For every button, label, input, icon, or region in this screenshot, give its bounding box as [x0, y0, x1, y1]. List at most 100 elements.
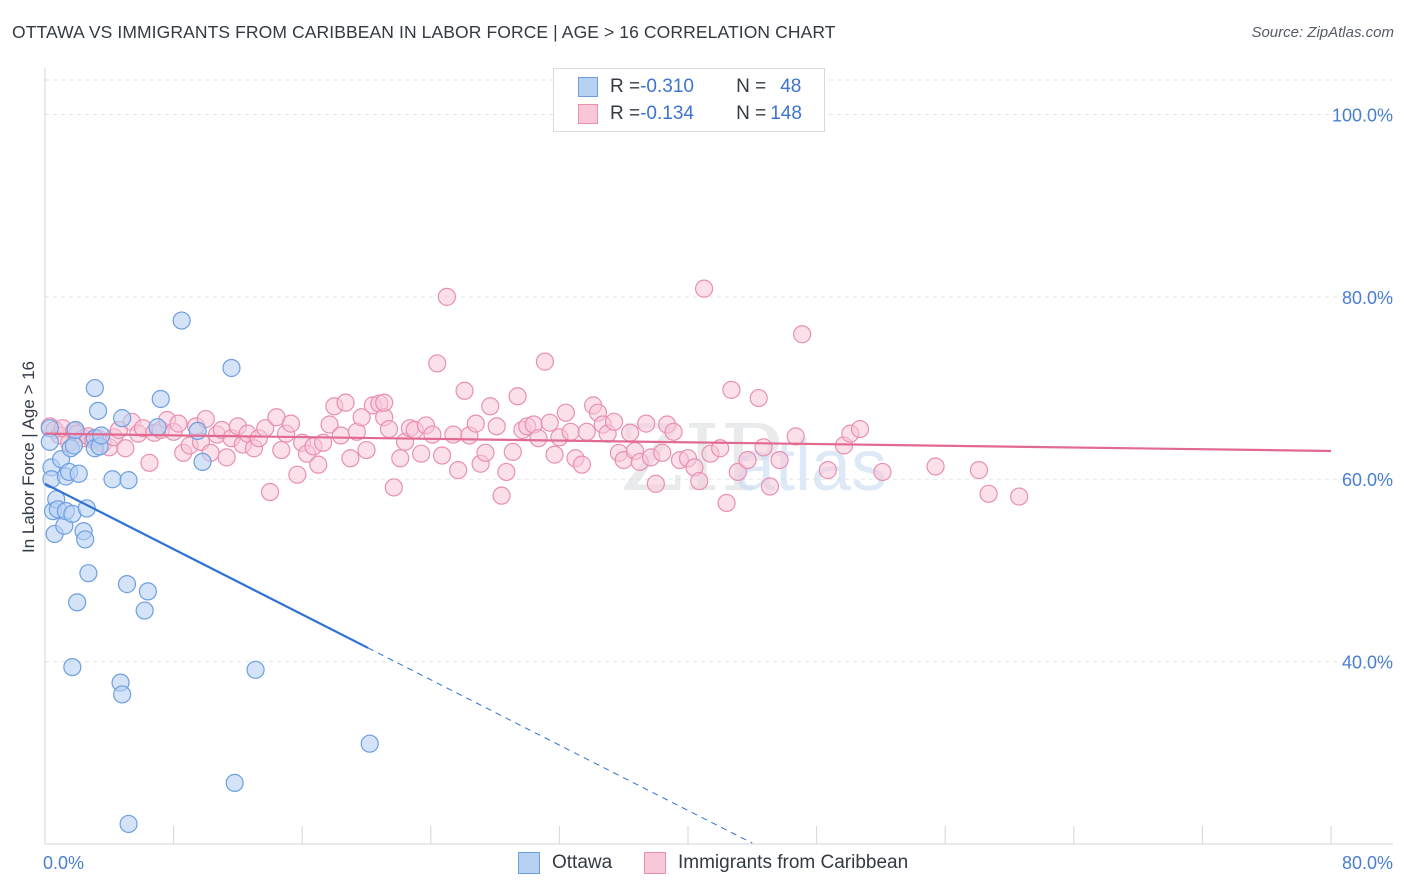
caribbean-point [604, 412, 624, 431]
caribbean-point [969, 461, 989, 480]
caribbean-point [653, 443, 672, 462]
caribbean-point [444, 425, 463, 444]
caribbean-point [873, 462, 892, 482]
gridlines [45, 79, 1393, 663]
caribbean-point [412, 444, 431, 463]
caribbean-point [352, 408, 371, 427]
axes [44, 68, 1393, 845]
caribbean-point [529, 429, 548, 448]
ottawa-point [148, 418, 167, 437]
caribbean-point [375, 393, 394, 412]
n-value: 148 [770, 103, 802, 124]
caribbean-point [481, 397, 500, 416]
caribbean-point [717, 493, 736, 513]
ottawa-point [360, 734, 379, 753]
caribbean-point [738, 450, 757, 470]
legend-caribbean: Immigrants from Caribbean [644, 852, 908, 874]
ottawa-point [119, 471, 138, 490]
caribbean-point [169, 414, 188, 433]
caribbean-point [926, 457, 945, 476]
ottawa-point [135, 601, 154, 620]
ottawa-point [40, 432, 59, 451]
legend-row-caribbean: R = -0.134 N = 148 [578, 103, 802, 125]
y-tick-label: 60.0% [1342, 470, 1393, 490]
caribbean-point [749, 388, 768, 408]
caribbean-point [646, 474, 665, 493]
caribbean-point [545, 445, 564, 464]
r-value: -0.134 [640, 103, 694, 124]
n-value: 48 [780, 76, 802, 97]
source-label: Source: ZipAtlas.com [1251, 24, 1394, 41]
ottawa-point [151, 389, 170, 409]
y-tick-label: 80.0% [1342, 288, 1393, 308]
x-tick-label: 0.0% [43, 853, 84, 873]
ottawa-point [66, 420, 85, 440]
caribbean-point [357, 440, 376, 460]
ottawa-point [76, 530, 95, 549]
caribbean-point [341, 449, 360, 468]
caribbean-point [428, 354, 447, 373]
caribbean-point [760, 477, 780, 496]
trendlines [44, 432, 1332, 844]
caribbean-point [535, 352, 555, 371]
caribbean-point [288, 465, 307, 484]
ottawa-point [138, 582, 157, 601]
ottawa-point [69, 464, 88, 483]
legend-row-ottawa: R = -0.310 N = 48 [578, 76, 801, 98]
caribbean-point [694, 279, 714, 298]
r-value: -0.310 [640, 76, 694, 97]
ottawa-point [222, 358, 241, 378]
caribbean-point [432, 446, 452, 465]
caribbean-point [116, 439, 135, 458]
ottawa-point [103, 470, 122, 489]
caribbean-point [336, 393, 355, 412]
caribbean-point [503, 442, 522, 461]
chart-title: OTTAWA VS IMMIGRANTS FROM CARIBBEAN IN L… [12, 22, 836, 42]
n-label: N = [736, 76, 767, 97]
caribbean-point [540, 413, 559, 432]
caribbean-point [466, 414, 485, 433]
ottawa-point [64, 436, 84, 455]
x-tick-label: 80.0% [1342, 853, 1393, 873]
caribbean-point [561, 422, 580, 441]
caribbean-point [140, 453, 159, 472]
y-axis-title: In Labor Force | Age > 16 [19, 361, 38, 553]
ottawa-swatch [578, 77, 598, 97]
caribbean-point [722, 380, 741, 399]
ottawa-point [88, 401, 108, 420]
caribbean-point [272, 440, 291, 460]
caribbean-point [818, 461, 837, 480]
caribbean-point [423, 425, 442, 444]
caribbean-point [437, 287, 456, 306]
caribbean-point [508, 387, 527, 406]
caribbean-point [979, 484, 998, 503]
ottawa-point [193, 452, 212, 472]
ottawa-point [172, 311, 191, 330]
ottawa-trendline-extension [367, 647, 753, 844]
caribbean-point [572, 455, 592, 474]
watermark-atlas: atlas [735, 426, 887, 506]
stats-legend: R = -0.310 N = 48 R = -0.134 N = 148 [553, 68, 825, 132]
caribbean-point [497, 462, 516, 482]
ottawa-legend-swatch [518, 852, 540, 874]
caribbean-point [728, 462, 747, 482]
caribbean-point [664, 422, 683, 441]
ottawa-point [113, 409, 132, 428]
caribbean-point [391, 449, 410, 468]
caribbean-point [1010, 487, 1029, 506]
caribbean-point [320, 415, 339, 434]
ottawa-point [63, 657, 82, 677]
caribbean-legend-swatch [644, 852, 666, 874]
ottawa-point [68, 593, 87, 612]
r-label: R = [610, 76, 641, 97]
ottawa-point [85, 378, 104, 398]
caribbean-points [40, 279, 1029, 513]
caribbean-point [577, 422, 596, 441]
ottawa-point [79, 564, 98, 583]
tick-labels: 100.0% 80.0% 60.0% 40.0% 0.0% 80.0% [43, 105, 1393, 873]
caribbean-point [850, 419, 870, 439]
ottawa-point [225, 773, 244, 793]
ottawa-points [40, 311, 379, 834]
caribbean-point [217, 448, 236, 467]
